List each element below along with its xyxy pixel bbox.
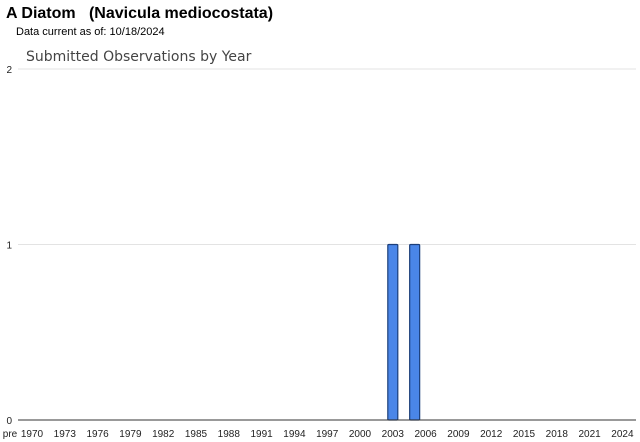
bar-2003 [387, 243, 399, 421]
gridlines [18, 68, 636, 245]
x-tick-label: 1976 [86, 429, 109, 440]
x-tick-label: 1985 [185, 429, 208, 440]
x-tick-label: 2006 [414, 429, 437, 440]
x-tick-label: 2003 [382, 429, 405, 440]
chart-title: Submitted Observations by Year [26, 49, 252, 65]
x-tick-label: 1970 [21, 429, 44, 440]
x-tick-label: 2018 [546, 429, 569, 440]
x-tick-label: 2012 [480, 429, 503, 440]
bars [387, 243, 421, 421]
x-tick-label: 1991 [250, 429, 273, 440]
x-tick-label: 2024 [611, 429, 634, 440]
y-tick-label: 1 [6, 241, 12, 252]
x-tick-label: 2015 [513, 429, 536, 440]
x-tick-label: 1988 [218, 429, 241, 440]
y-tick-label: 2 [6, 65, 12, 76]
x-tick-label: 2000 [349, 429, 372, 440]
x-tick-label: 1973 [54, 429, 77, 440]
x-tick-label: pre [3, 429, 18, 440]
x-tick-label: 1982 [152, 429, 175, 440]
x-tick-label: 1979 [119, 429, 142, 440]
species-title: A Diatom (Navicula mediocostata) [6, 5, 274, 22]
x-tick-label: 2021 [578, 429, 601, 440]
y-axis-ticks: 0 1 2 [6, 65, 12, 427]
bar-2005 [409, 243, 421, 421]
x-tick-label: 2009 [447, 429, 470, 440]
x-tick-label: 1994 [283, 429, 306, 440]
y-tick-label: 0 [6, 416, 12, 427]
data-current-label: Data current as of: 10/18/2024 [16, 26, 165, 38]
x-axis-ticks: pre 1970 1973 1976 1979 1982 1985 1988 1991 1994 1… [3, 429, 634, 440]
x-tick-label: 1997 [316, 429, 339, 440]
